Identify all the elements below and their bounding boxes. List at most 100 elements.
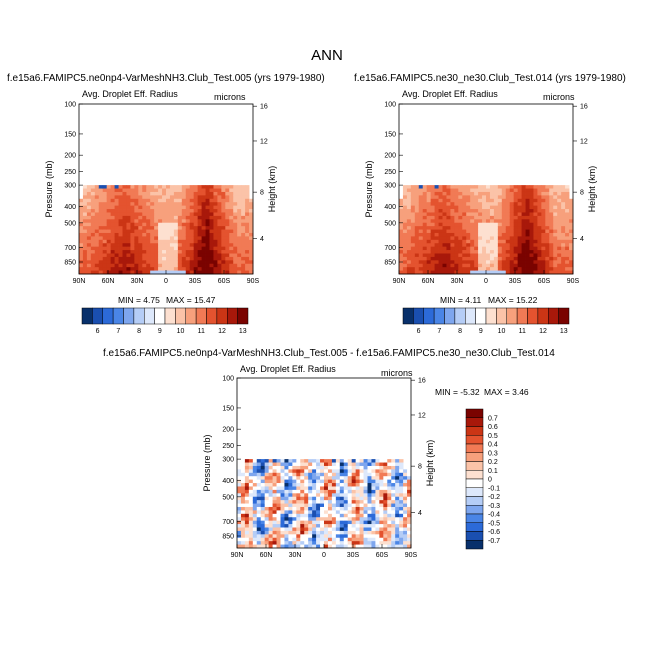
panel2-field-cell bbox=[549, 256, 554, 261]
panel1-field-cell bbox=[197, 229, 202, 234]
panel3-ylabel-right: Height (km) bbox=[425, 440, 435, 487]
panel1-field-cell bbox=[122, 263, 127, 268]
panel1-field-cell bbox=[142, 243, 147, 248]
panel1-field-cell bbox=[189, 270, 195, 275]
panel3-field-cell bbox=[288, 510, 293, 515]
panel3-field-cell bbox=[399, 479, 404, 484]
panel2-field-cell bbox=[545, 209, 550, 213]
panel3-field-cell bbox=[268, 510, 273, 515]
panel3-field-cell bbox=[304, 462, 309, 467]
panel1-field-cell bbox=[181, 250, 187, 254]
panel2-field-cell bbox=[505, 195, 511, 200]
panel3-field-cell bbox=[296, 496, 301, 501]
panel2-field-cell bbox=[493, 263, 499, 268]
panel1-field-cell bbox=[221, 185, 226, 189]
panel2-field-cell bbox=[557, 256, 562, 261]
panel1-field-cell bbox=[249, 250, 254, 254]
panel3-field-cell bbox=[327, 513, 333, 518]
panel1-field-cell bbox=[114, 222, 119, 227]
panel3-field-cell bbox=[327, 465, 333, 470]
panel1-field-cell bbox=[249, 256, 254, 261]
panel1-field-cell bbox=[162, 243, 167, 248]
panel2-field-cell bbox=[454, 232, 459, 237]
panel3-field-cell bbox=[240, 469, 246, 474]
panel3-field-cell bbox=[280, 541, 285, 545]
panel2-field-cell bbox=[442, 209, 447, 213]
panel1-field-cell bbox=[82, 191, 88, 196]
panel1-field-cell bbox=[154, 263, 159, 268]
panel1-field-cell bbox=[154, 202, 159, 207]
panel3-field-cell bbox=[375, 459, 380, 463]
panel3-field-cell bbox=[320, 476, 325, 481]
panel3-field-cell bbox=[268, 506, 273, 511]
panel2-field-cell bbox=[430, 198, 435, 203]
panel1-variable: Avg. Droplet Eff. Radius bbox=[82, 89, 178, 99]
panel3-field-cell bbox=[237, 476, 242, 481]
panel3-field-cell bbox=[248, 510, 254, 515]
panel3-ytick-label: 250 bbox=[222, 443, 234, 450]
panel2-field-cell bbox=[557, 243, 562, 248]
panel3-field-cell bbox=[296, 469, 301, 474]
panel1-field-cell bbox=[181, 239, 187, 244]
panel2-field-cell bbox=[505, 232, 511, 237]
panel1-field-cell bbox=[150, 226, 155, 230]
panel2-field-cell bbox=[549, 239, 554, 244]
panel2-field-cell bbox=[549, 250, 554, 254]
panel2-field-cell bbox=[513, 246, 519, 251]
panel2-field-cell bbox=[553, 226, 558, 230]
panel2-field-cell bbox=[438, 205, 443, 210]
panel2-field-cell bbox=[402, 195, 408, 200]
panel1-field-cell bbox=[185, 191, 191, 196]
panel2-field-cell bbox=[486, 263, 491, 268]
panel1-field-cell bbox=[106, 202, 112, 207]
panel2-field-cell bbox=[482, 250, 487, 254]
panel2-field-cell bbox=[493, 250, 499, 254]
panel3-field-cell bbox=[237, 489, 242, 494]
panel2-field-cell bbox=[478, 253, 483, 258]
panel1-field-cell bbox=[110, 267, 115, 271]
panel1-field-cell bbox=[102, 232, 108, 237]
panel3-field-cell bbox=[387, 503, 392, 508]
panel2-field-cell bbox=[505, 263, 511, 268]
panel1-field-cell bbox=[245, 202, 250, 207]
panel2-field-cell bbox=[422, 253, 428, 258]
panel2-field-cell bbox=[529, 270, 534, 275]
panel1-field-cell bbox=[94, 256, 100, 261]
panel1-field-cell bbox=[130, 246, 135, 251]
panel2-field-cell bbox=[486, 236, 491, 241]
panel2-field-cell bbox=[470, 263, 475, 268]
panel3-field-cell bbox=[379, 510, 384, 515]
panel1-field-cell bbox=[146, 195, 151, 200]
panel1-field-cell bbox=[102, 202, 108, 207]
panel3-field-cell bbox=[399, 500, 404, 504]
panel3-field-cell bbox=[343, 462, 349, 467]
panel3-field-cell bbox=[359, 534, 364, 539]
panel1-field-cell bbox=[162, 209, 167, 213]
panel2-field-cell bbox=[466, 236, 471, 241]
panel3-field-cell bbox=[300, 534, 305, 539]
panel1-field-cell bbox=[237, 188, 242, 193]
panel2-field-cell bbox=[399, 243, 404, 248]
panel2-field-cell bbox=[513, 226, 519, 230]
panel2-field-cell bbox=[458, 256, 463, 261]
panel2-field-cell bbox=[402, 253, 408, 258]
panel2-field-cell bbox=[446, 215, 451, 220]
panel2-field-cell bbox=[517, 202, 522, 207]
panel1-field-cell bbox=[245, 185, 250, 189]
panel1-field-cell bbox=[185, 226, 191, 230]
panel2-field-cell bbox=[525, 188, 530, 193]
panel2-field-cell bbox=[422, 185, 428, 189]
panel2-field-cell bbox=[402, 246, 408, 251]
panel1-xtick-label: 30N bbox=[131, 278, 144, 285]
panel3-field-cell bbox=[316, 506, 321, 511]
panel1-field-cell bbox=[205, 198, 210, 203]
panel1-field-cell bbox=[110, 246, 115, 251]
panel2-field-cell bbox=[426, 226, 432, 230]
panel2-field-cell bbox=[454, 256, 459, 261]
panel3-field-cell bbox=[387, 496, 392, 501]
panel3-field-cell bbox=[248, 489, 254, 494]
panel2-field-cell bbox=[505, 209, 511, 213]
panel3-field-cell bbox=[343, 500, 349, 504]
panel1-field-cell bbox=[118, 232, 123, 237]
panel3-field-cell bbox=[264, 503, 270, 508]
